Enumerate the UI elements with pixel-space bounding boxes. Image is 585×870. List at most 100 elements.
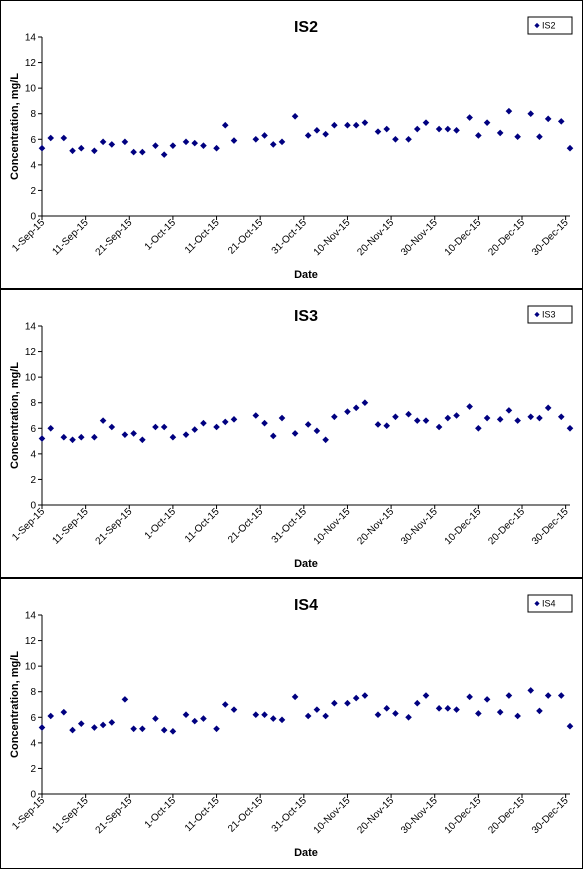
y-axis-label: Concentration, mg/L — [9, 362, 21, 469]
data-point — [278, 138, 286, 146]
x-tick-label: 10-Nov-15 — [312, 506, 353, 547]
y-tick-label: 0 — [30, 790, 36, 801]
x-tick-label: 11-Sep-15 — [50, 795, 91, 836]
y-tick-label: 14 — [25, 322, 37, 333]
data-point — [200, 419, 207, 427]
y-tick-label: 10 — [25, 84, 37, 95]
x-tick-label: 11-Oct-15 — [183, 217, 222, 256]
x-tick-label: 21-Oct-15 — [226, 795, 266, 835]
data-point — [405, 410, 412, 418]
x-tick-label: 21-Sep-15 — [94, 506, 135, 547]
data-point — [475, 424, 482, 432]
x-tick-label: 20-Dec-15 — [486, 795, 527, 836]
data-point — [475, 132, 482, 139]
x-tick-label: 30-Nov-15 — [399, 795, 440, 836]
data-point — [527, 413, 535, 421]
data-point — [544, 692, 552, 699]
x-tick-label: 31-Oct-15 — [270, 217, 310, 257]
x-tick-label: 31-Oct-15 — [270, 795, 310, 835]
data-point — [291, 430, 299, 437]
data-point — [91, 147, 98, 155]
x-tick-label: 21-Sep-15 — [94, 795, 135, 836]
data-point — [475, 710, 482, 717]
chart-panel-is3: IS3 0 2 4 6 8 10 12 14 1-Sep-15 11-Sep-15 21-Sep-15… — [0, 289, 583, 578]
data-point — [514, 417, 521, 424]
x-tick-label: 10-Dec-15 — [443, 506, 484, 547]
data-point — [200, 715, 207, 722]
data-point — [160, 726, 168, 734]
data-point — [413, 417, 421, 424]
data-point — [47, 424, 55, 432]
data-point — [169, 433, 177, 441]
y-tick-label: 6 — [30, 713, 36, 724]
data-point — [374, 128, 382, 135]
y-tick-label: 10 — [25, 662, 37, 673]
y-tick-label: 8 — [30, 109, 36, 120]
data-point — [60, 708, 68, 716]
y-tick-label: 8 — [30, 687, 36, 698]
y-tick-label: 10 — [25, 373, 37, 384]
data-point — [344, 699, 351, 707]
data-point — [121, 138, 129, 146]
data-point — [536, 707, 543, 715]
data-point — [383, 125, 391, 133]
data-point — [77, 433, 85, 441]
data-point — [130, 148, 137, 156]
data-point — [527, 687, 535, 694]
x-tick-label: 10-Dec-15 — [443, 795, 484, 836]
data-point — [69, 147, 76, 155]
data-point — [422, 119, 430, 126]
x-tick-label: 11-Sep-15 — [50, 217, 91, 258]
legend-marker — [534, 600, 540, 607]
data-point — [392, 413, 399, 421]
chart-title: IS4 — [294, 597, 318, 614]
x-tick-label: 21-Oct-15 — [226, 506, 266, 546]
data-point — [108, 423, 116, 431]
data-point — [252, 135, 260, 143]
chart-title: IS2 — [294, 19, 318, 36]
x-tick-label: 30-Dec-15 — [530, 795, 571, 836]
data-point — [139, 148, 146, 156]
chart-panel-is2: IS2 0 2 4 6 8 10 12 14 1-Sep-15 11-Sep-15 21-Sep-15… — [0, 0, 583, 289]
data-point — [47, 712, 55, 720]
legend-box — [527, 305, 573, 324]
data-point — [374, 421, 382, 428]
data-point — [230, 706, 238, 713]
data-point — [169, 142, 177, 149]
data-point — [291, 112, 299, 120]
data-point — [383, 422, 391, 430]
data-point — [313, 427, 321, 435]
data-point — [435, 705, 443, 712]
data-point — [383, 705, 391, 712]
data-point — [38, 144, 46, 152]
data-point — [566, 722, 574, 730]
data-point — [221, 121, 229, 129]
legend: IS2 — [527, 16, 573, 35]
data-point — [466, 693, 473, 701]
x-tick-label: 21-Sep-15 — [94, 217, 135, 258]
chart-is4: IS4 0 2 4 6 8 10 12 14 1-Sep-15 11-Sep-15 21-Sep-15… — [9, 594, 574, 859]
data-point — [182, 138, 190, 146]
data-point — [291, 693, 299, 701]
data-point — [91, 724, 98, 731]
legend-label: IS3 — [542, 310, 556, 320]
data-point — [466, 114, 473, 121]
x-tick-label: 10-Nov-15 — [312, 795, 353, 836]
data-point — [444, 125, 452, 133]
y-tick-label: 12 — [25, 636, 37, 647]
legend-label: IS4 — [542, 599, 556, 609]
data-point — [230, 416, 238, 423]
data-point — [38, 435, 46, 442]
data-point — [392, 135, 399, 143]
y-tick-label: 0 — [30, 501, 36, 512]
data-point — [374, 711, 382, 719]
data-point — [435, 125, 443, 133]
data-point — [361, 692, 369, 699]
data-point — [261, 132, 268, 139]
y-tick-label: 8 — [30, 398, 36, 409]
y-tick-label: 6 — [30, 424, 36, 435]
data-point — [304, 712, 312, 720]
data-point — [344, 121, 351, 129]
data-point — [405, 713, 412, 721]
data-point — [405, 135, 412, 143]
